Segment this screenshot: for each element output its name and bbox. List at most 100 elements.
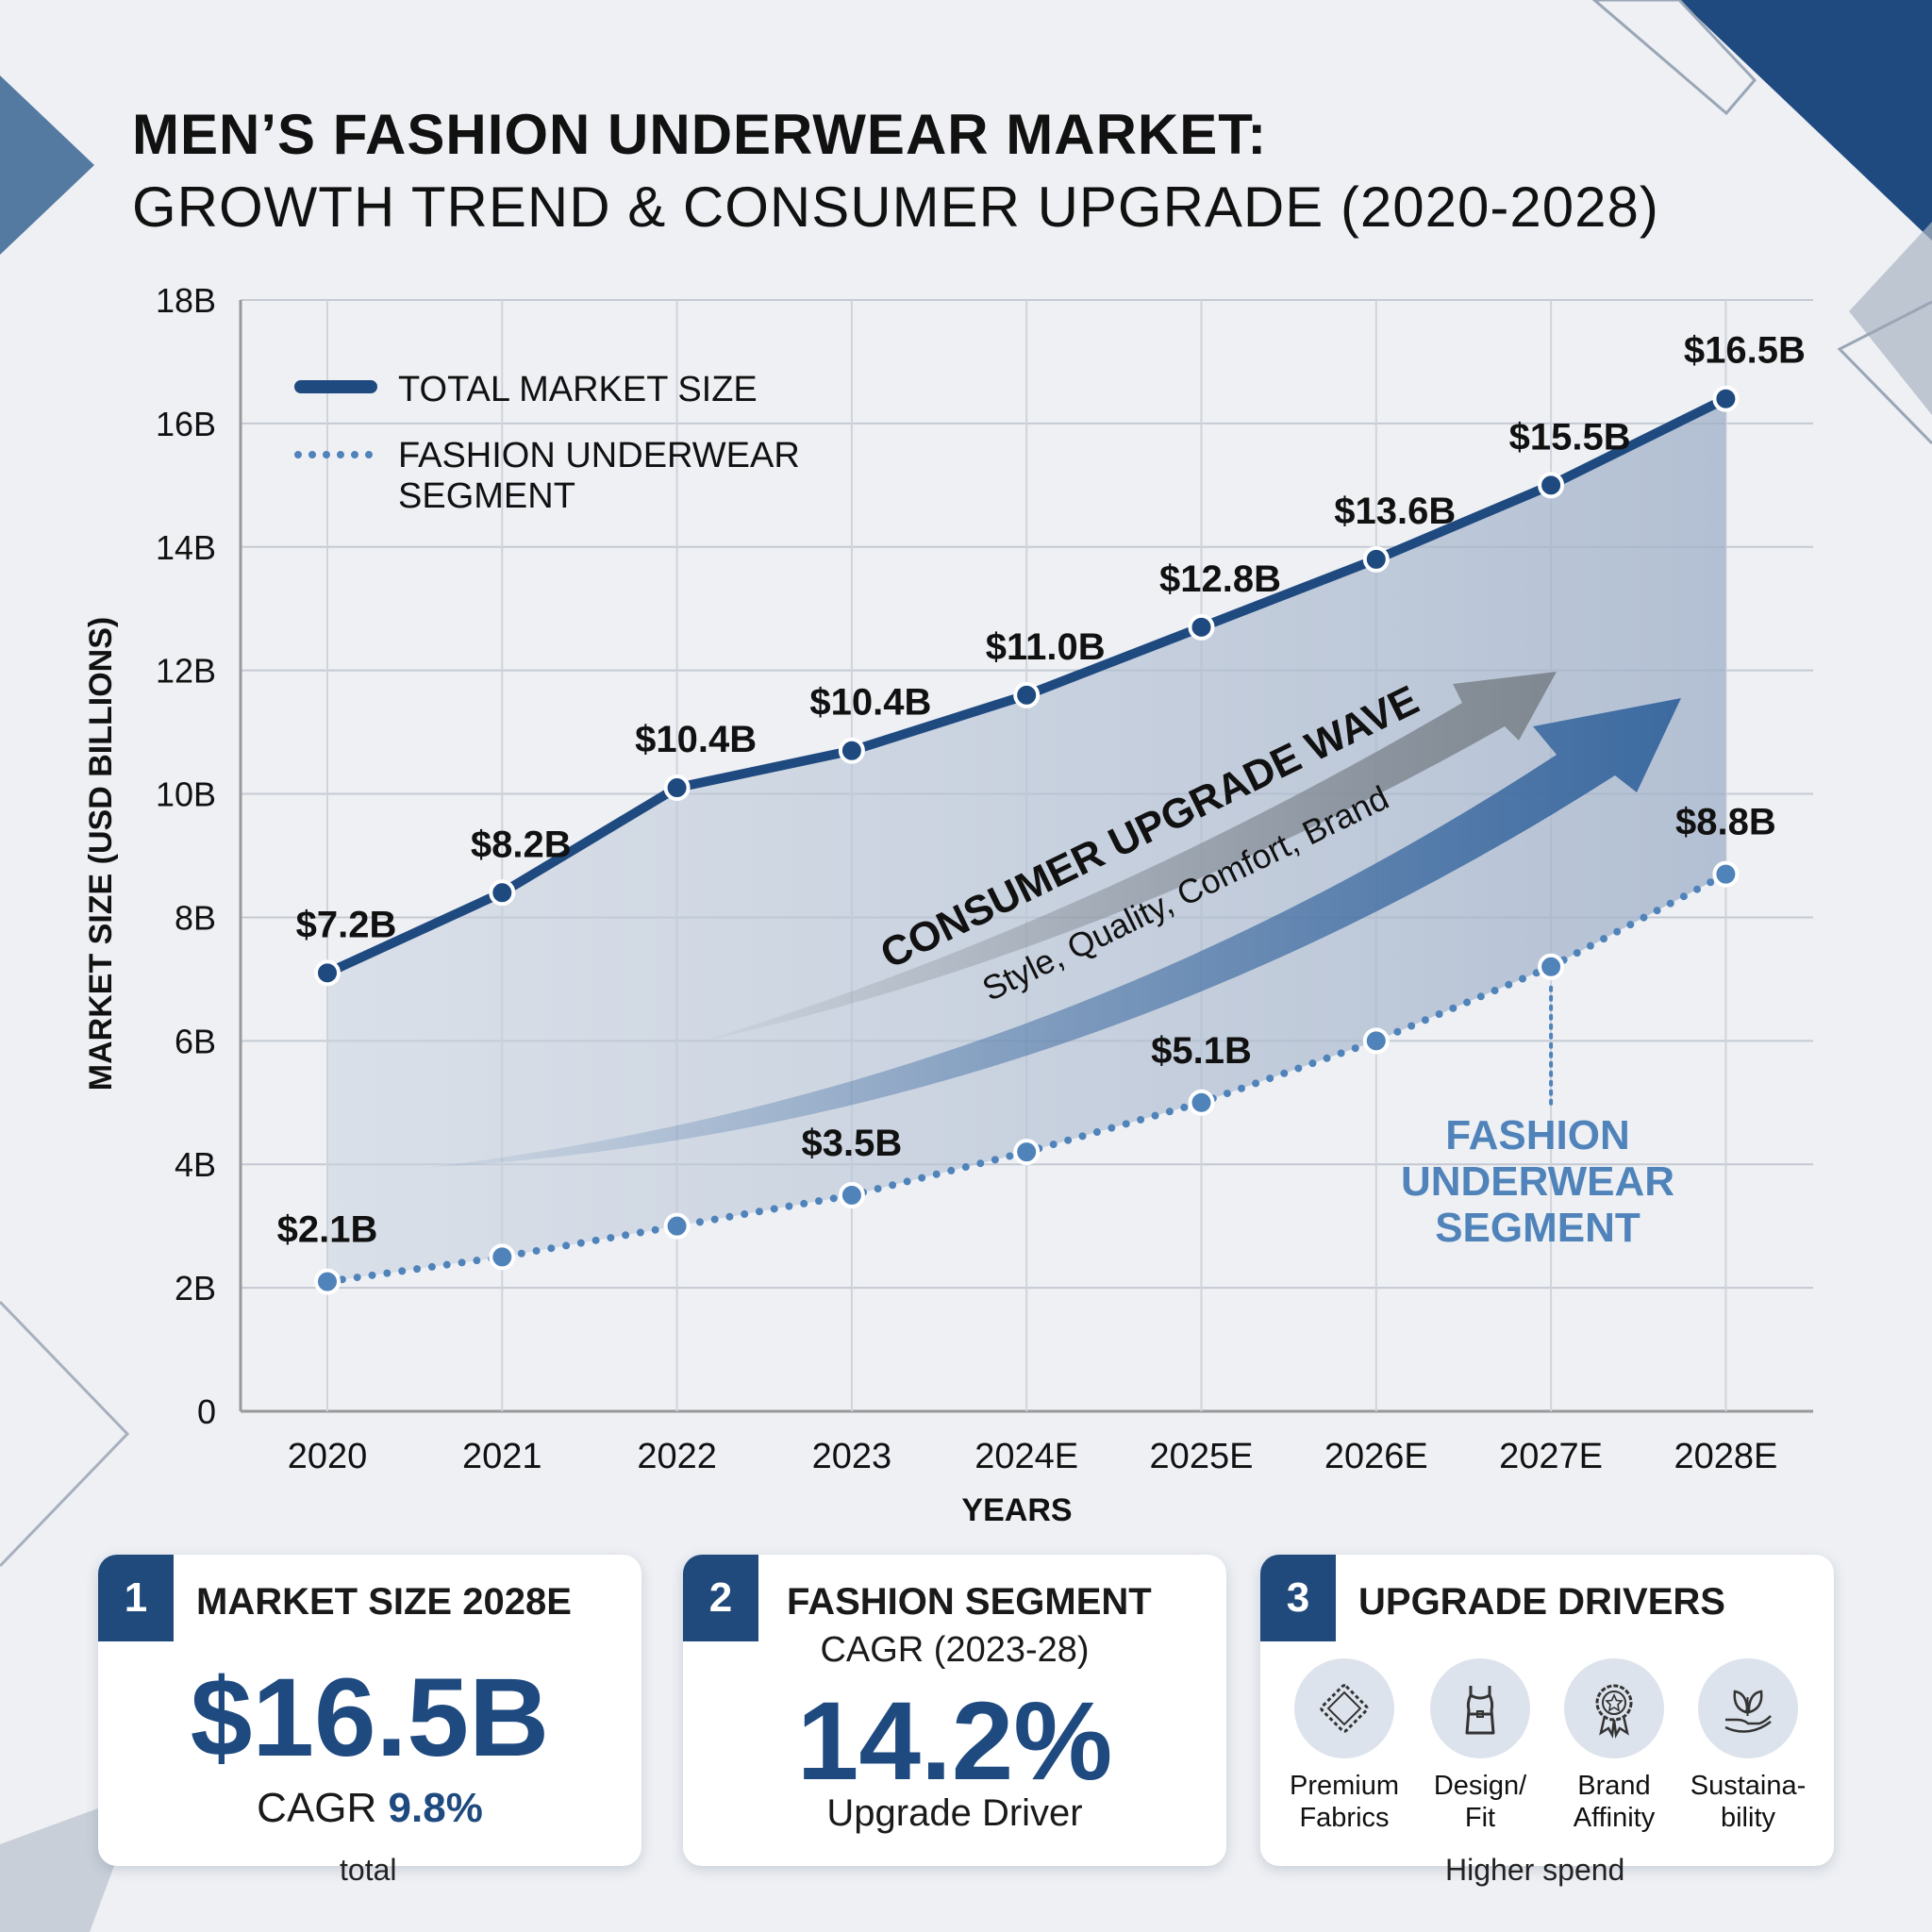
driver-brand-affinity: Brand Affinity [1553,1658,1675,1834]
driver-label-line1: Design/ [1433,1771,1527,1801]
total-point [838,737,865,764]
total-data-label: $10.4B [809,682,931,724]
top-right-triangle-decoration [1679,0,1932,241]
segment-point [1712,860,1740,888]
total-data-label: $13.6B [1334,491,1456,532]
y-tick-label: 10B [156,775,216,814]
y-tick-label: 12B [156,652,216,691]
right-outline-decoration [1837,300,1932,445]
card-badge: 3 [1260,1555,1336,1641]
driver-label-line2: Affinity [1573,1803,1656,1833]
cagr-value: 9.8% [388,1785,483,1831]
card3-footnote: Higher spend [1445,1853,1625,1887]
driver-label-line1: Brand [1577,1771,1651,1801]
segment-annotation-label: FASHION [1445,1112,1630,1158]
fashion-segment-card: 2 FASHION SEGMENT CAGR (2023-28) 14.2% U… [683,1555,1226,1866]
total-point [489,879,516,907]
chart-title: MEN’S FASHION UNDERWEAR MARKET: [132,103,1268,166]
y-tick-label: 16B [156,405,216,443]
legend-label-segment-line1: FASHION UNDERWEAR [398,436,800,475]
total-point [1013,681,1041,708]
segment-annotation-label: SEGMENT [1435,1205,1641,1251]
x-tick-label: 2022 [637,1437,717,1476]
total-point [314,959,341,987]
x-tick-label: 2025E [1150,1437,1254,1476]
right-triangle-decoration [1849,222,1932,415]
y-axis-title: MARKET SIZE (USD BILLIONS) [83,617,119,1091]
y-tick-label: 0 [197,1392,216,1431]
driver-label-line2: Fabrics [1299,1803,1390,1833]
area-between-series [327,398,1726,1282]
total-data-label: $7.2B [296,904,397,945]
x-tick-label: 2021 [462,1437,542,1476]
left-outline-decoration [0,1300,130,1568]
card-subtitle: CAGR (2023-28) [820,1630,1090,1670]
x-tick-label: 2023 [812,1437,892,1476]
total-point [1188,613,1215,641]
total-point [1362,545,1390,573]
driver-label-line2: bility [1720,1803,1775,1833]
segment-point [663,1212,691,1240]
fabric-icon [1294,1658,1394,1758]
cagr-line: CAGR 9.8% [98,1785,641,1832]
card-title: MARKET SIZE 2028E [196,1581,572,1623]
card-title: UPGRADE DRIVERS [1358,1581,1725,1623]
legend-swatch-total [294,380,377,393]
total-point [663,774,691,802]
segment-point [1362,1027,1390,1055]
chart-subtitle: GROWTH TREND & CONSUMER UPGRADE (2020-20… [132,175,1659,239]
upgrade-arrow-blue [425,698,1681,1168]
total-data-label: $11.0B [986,626,1106,668]
x-tick-label: 2028E [1674,1437,1777,1476]
leaf-hand-icon [1698,1658,1798,1758]
market-size-card: 1 MARKET SIZE 2028E $16.5B CAGR 9.8% [98,1555,641,1866]
total-point [1538,472,1565,499]
cagr-prefix: CAGR [257,1785,389,1831]
market-size-value: $16.5B [190,1656,550,1780]
x-tick-label: 2026E [1324,1437,1428,1476]
segment-point [1013,1139,1041,1166]
driver-premium-fabrics: Premium Fabrics [1283,1658,1406,1834]
driver-label-line1: Premium [1289,1771,1399,1801]
upgrade-drivers-card: 3 UPGRADE DRIVERS Premium Fabrics Design/… [1260,1555,1834,1866]
y-tick-label: 8B [175,898,216,937]
segment-point [838,1181,865,1208]
card-badge: 1 [98,1555,174,1641]
legend-label-total: TOTAL MARKET SIZE [398,370,758,409]
total-data-label: $16.5B [1684,330,1806,372]
segment-cagr-value: 14.2% [796,1679,1113,1804]
total-data-label: $10.4B [635,719,757,760]
y-tick-label: 2B [175,1269,216,1307]
x-tick-label: 2024E [974,1437,1078,1476]
shirt-icon [1430,1658,1530,1758]
segment-point [314,1268,341,1295]
top-right-outline-decoration [1591,0,1757,116]
total-data-label: $12.8B [1159,558,1281,600]
y-tick-label: 6B [175,1022,216,1060]
segment-data-label: $3.5B [802,1123,903,1164]
driver-sustainability: Sustaina-bility [1687,1658,1809,1834]
driver-label-line2: Fit [1464,1803,1496,1833]
segment-data-label: $2.1B [277,1209,378,1251]
left-triangle-decoration [0,75,94,255]
segment-annotation-label: UNDERWEAR [1401,1158,1674,1205]
card-caption: Upgrade Driver [826,1792,1083,1834]
x-tick-label: 2027E [1499,1437,1603,1476]
upgrade-arrow-gray [698,672,1557,1042]
segment-point [1538,953,1565,980]
driver-design-fit: Design/Fit [1419,1658,1541,1834]
y-tick-label: 4B [175,1145,216,1184]
card1-footnote: total [340,1853,397,1887]
segment-point [489,1243,516,1271]
y-tick-label: 14B [156,528,216,567]
x-tick-label: 2020 [288,1437,368,1476]
award-icon [1564,1658,1664,1758]
total-data-label: $15.5B [1509,416,1631,458]
driver-label-line1: Sustaina- [1690,1771,1807,1801]
card-title: FASHION SEGMENT [787,1581,1152,1623]
segment-point [1188,1089,1215,1116]
legend-label-segment-line2: SEGMENT [398,476,575,516]
segment-data-label: $5.1B [1151,1030,1252,1072]
segment-data-label: $8.8B [1675,802,1776,843]
